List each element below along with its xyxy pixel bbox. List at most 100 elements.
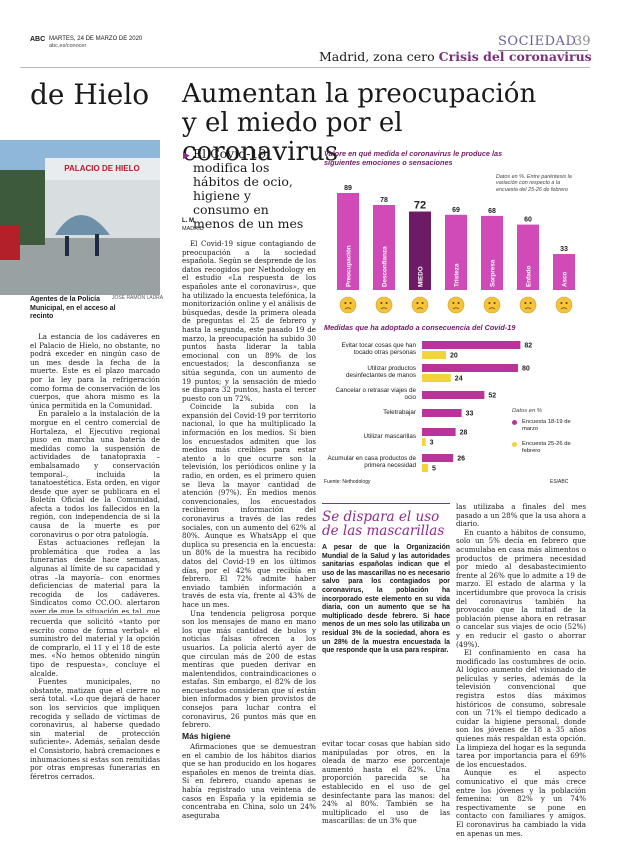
chart-source: Fuente: Nethodology xyxy=(324,479,371,485)
legend-swatch xyxy=(512,420,517,425)
legend-title: Datos en % xyxy=(512,408,542,414)
author: L. M. xyxy=(182,218,196,224)
value-label: 24 xyxy=(455,376,463,383)
emoji-part xyxy=(339,296,357,314)
value-label: 33 xyxy=(560,246,568,253)
emoji xyxy=(411,296,429,314)
article-body-col3: evitar tocar cosas que habían sido manip… xyxy=(322,740,450,846)
value-label: 78 xyxy=(380,197,388,204)
emoji-part xyxy=(488,302,491,304)
chart-title: Valore en qué medida el coronavirus le p… xyxy=(324,149,503,167)
value-label: 28 xyxy=(460,430,468,437)
emoji xyxy=(339,296,357,314)
category-label: Asco xyxy=(562,271,569,287)
bar xyxy=(422,454,454,462)
chart-plot: 89 Preocupación 78 Desconfianza 72 MIEDO 69 Tri… xyxy=(337,185,575,314)
emoji-part xyxy=(344,302,347,304)
sidebar-title: Se dispara el uso de las mascarillas xyxy=(322,509,445,539)
bar xyxy=(517,224,539,290)
chart-title: Medidas que ha adoptado a consecuencia d… xyxy=(324,323,516,332)
emoji-part xyxy=(380,302,383,304)
bar xyxy=(422,341,521,349)
emoji-part xyxy=(560,307,568,310)
value-label: 69 xyxy=(452,207,460,214)
bar xyxy=(422,374,451,382)
value-label: 80 xyxy=(522,366,530,373)
value-label: 5 xyxy=(432,466,436,473)
bar xyxy=(422,428,456,436)
rule xyxy=(20,67,590,68)
category-label: Tristeza xyxy=(454,263,461,287)
emoji-part xyxy=(452,307,460,310)
emoji xyxy=(555,296,573,314)
category-label: Enfado xyxy=(526,266,533,287)
paragraph: recuerda que solicitó «tanto por escrito… xyxy=(30,618,160,678)
url: abc.es/conocer xyxy=(49,43,87,49)
paragraph: El Covid-19 sigue contagiando de preocup… xyxy=(182,240,316,403)
paragraph: Aunque es el aspecto comunicativo el que… xyxy=(456,768,586,838)
bar xyxy=(422,364,518,372)
kicker-line: Madrid, zona cero Crisis del coronavirus xyxy=(319,49,592,64)
place: MADRID xyxy=(182,226,204,232)
rule xyxy=(30,614,160,615)
chart-note: Datos en %. Entre paréntesis la variació… xyxy=(496,174,572,193)
emoji-part xyxy=(565,302,568,304)
category-label: MIEDO xyxy=(418,266,425,287)
paragraph: evitar tocar cosas que habían sido manip… xyxy=(322,740,450,826)
emoji xyxy=(519,296,537,314)
photo: PALACIO DE HIELO xyxy=(0,140,160,295)
paragraph: Coincide la subida con la expansión del … xyxy=(182,402,316,609)
category-label: Teletrabajar xyxy=(383,408,416,416)
photo-credit: JOSÉ RAMÓN LADRA xyxy=(112,295,164,301)
subtitle: Más higiene xyxy=(182,731,231,741)
category-label: Evitar tocar cosas que han tocado otras … xyxy=(341,342,416,356)
article-body-col4: las utilizaba a finales del mes pasado a… xyxy=(456,503,586,846)
bar xyxy=(422,438,426,446)
date: MARTES, 24 DE MARZO DE 2020 xyxy=(49,36,143,42)
subhead: El Covid-19 modifica los hábitos de ocio… xyxy=(193,146,304,231)
legend-item: Encuesta 18-19 de marzo xyxy=(512,419,578,432)
legend-item: Encuesta 25-26 de febrero xyxy=(512,441,578,454)
emoji-part xyxy=(529,302,532,304)
bar xyxy=(553,254,575,290)
emoji-part xyxy=(416,307,424,310)
legend: Encuesta 18-19 de marzo Encuesta 25-26 de… xyxy=(512,419,578,463)
value-label: 33 xyxy=(466,411,474,418)
emoji-part xyxy=(519,296,537,314)
caption: Agentes de la Policía Municipal, en el a… xyxy=(30,296,116,320)
side-body-continued: recuerda que solicitó «tanto por escrito… xyxy=(30,618,160,803)
emoji-part xyxy=(380,307,388,310)
paragraph: La estancia de los cadáveres en el Palac… xyxy=(30,333,160,410)
category-label: Preocupación xyxy=(346,245,353,287)
section: SOCIEDAD xyxy=(498,34,577,49)
emoji-part xyxy=(411,296,429,314)
value-label: 52 xyxy=(488,393,496,400)
emoji-part xyxy=(560,302,563,304)
emoji xyxy=(447,296,465,314)
value-label: 68 xyxy=(488,208,496,215)
article-body-after: Afirmaciones que se demuestran en el cam… xyxy=(182,743,316,846)
page-number: 39 xyxy=(574,34,591,49)
legend-label: Encuesta 18-19 de marzo xyxy=(522,419,571,432)
article-body: El Covid-19 sigue contagiando de preocup… xyxy=(182,240,316,730)
category-label: Sorpresa xyxy=(490,259,497,287)
paragraph: Afirmaciones que se demuestran en el cam… xyxy=(182,743,316,820)
emoji-part xyxy=(375,296,393,314)
bar xyxy=(422,391,485,399)
emoji-part xyxy=(452,302,455,304)
paragraph: El confinamiento en casa ha modificado l… xyxy=(456,648,586,769)
value-label: 82 xyxy=(524,343,532,350)
emoji-part xyxy=(349,302,352,304)
legend-swatch xyxy=(512,442,517,448)
emoji-part xyxy=(524,302,527,304)
rule xyxy=(498,50,588,51)
emoji-part xyxy=(416,302,419,304)
bar xyxy=(337,192,359,290)
value-label: 20 xyxy=(450,353,458,360)
side-headline: de Hielo xyxy=(30,78,150,111)
category-label: Acumular en casa productos de primera ne… xyxy=(327,455,416,469)
category-label: Cancelar o retrasar viajes de ocio xyxy=(335,387,417,401)
kicker: Madrid, zona cero xyxy=(319,49,435,64)
